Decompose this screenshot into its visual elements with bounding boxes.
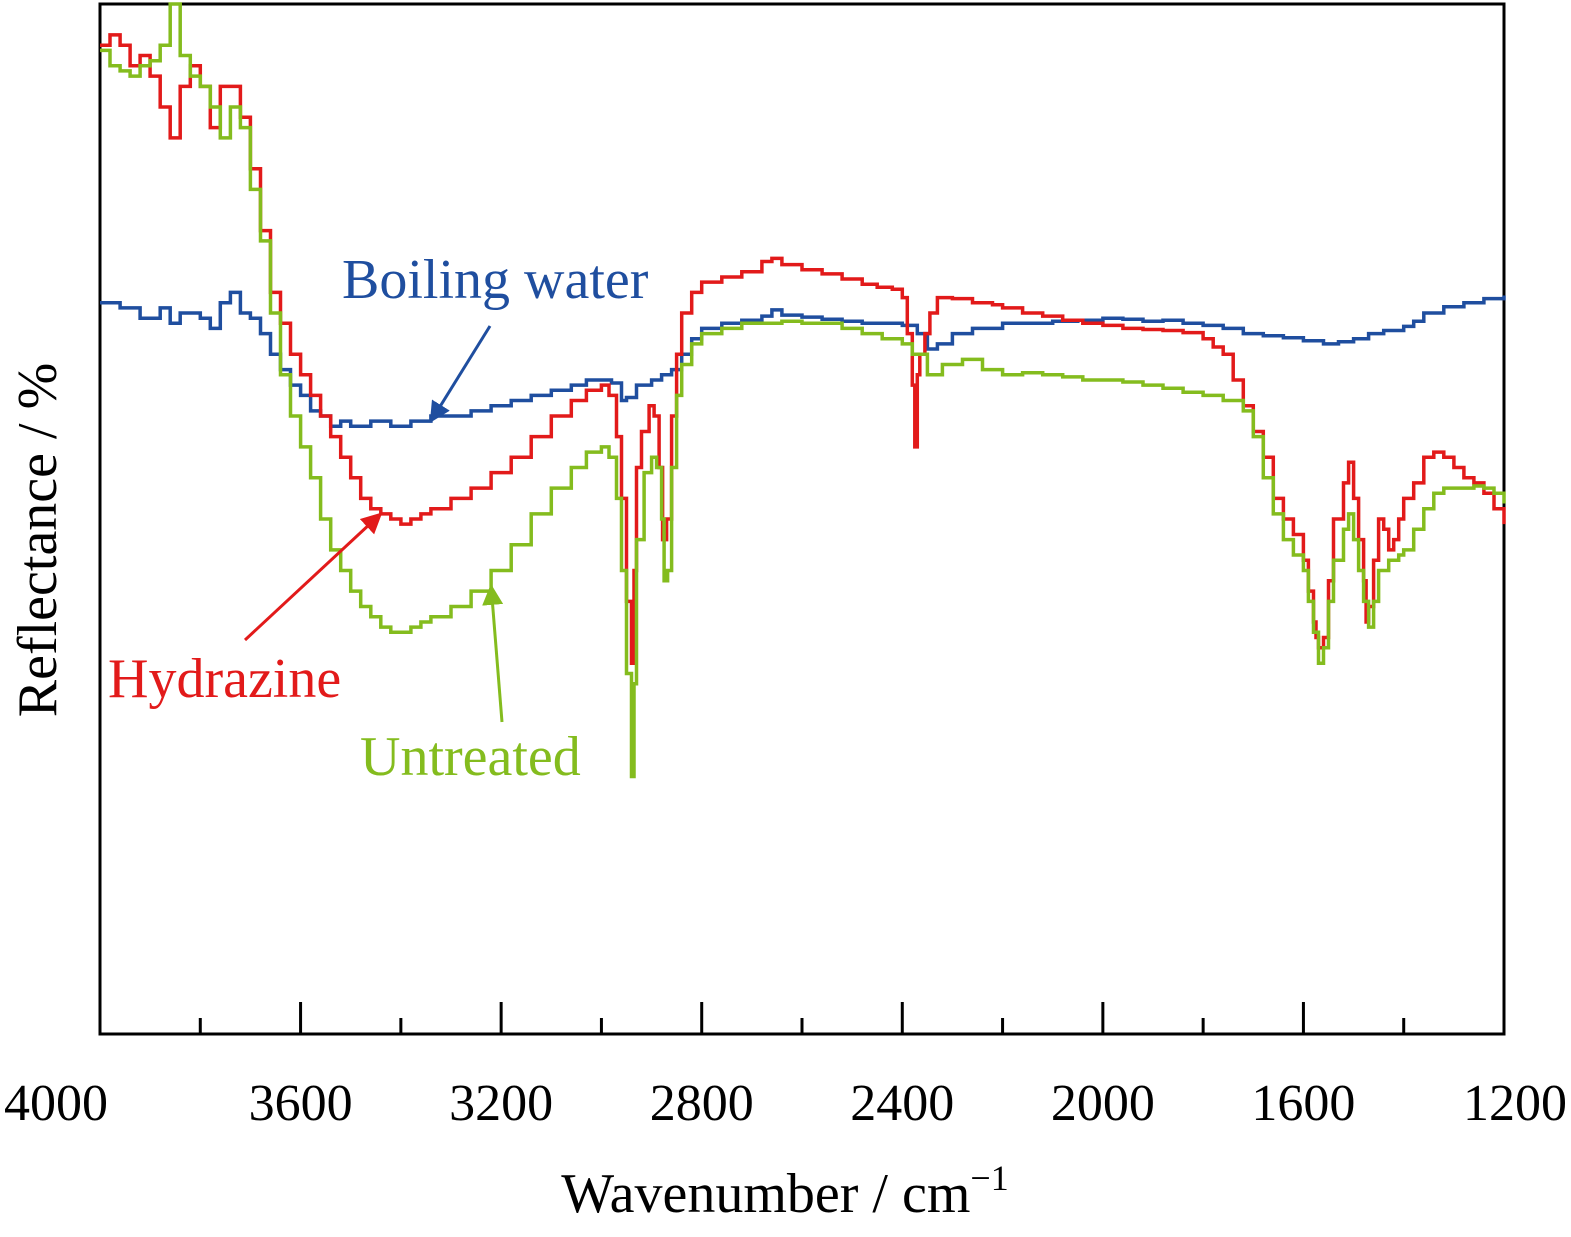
label-untreated: Untreated <box>360 726 581 788</box>
x-tick-label-1200: 1200 <box>1463 1075 1567 1132</box>
x-axis-title-superscript: −1 <box>970 1158 1008 1198</box>
x-axis-tick-labels: 4000 3600 3200 2800 2400 2000 1600 1200 <box>4 1075 1567 1132</box>
x-axis-ticks <box>98 1002 1506 1034</box>
x-tick-label-4000: 4000 <box>4 1075 108 1132</box>
x-tick-label-1600: 1600 <box>1251 1075 1355 1132</box>
label-hydrazine: Hydrazine <box>108 648 341 710</box>
series-line-boiling-water <box>100 290 1506 429</box>
x-tick-label-3600: 3600 <box>249 1075 353 1132</box>
series-line-untreated <box>100 2 1506 779</box>
x-axis-title: Wavenumber / cm−1 <box>561 1158 1008 1225</box>
x-tick-label-3200: 3200 <box>449 1075 553 1132</box>
series-line-hydrazine <box>100 33 1506 665</box>
label-boiling-water: Boiling water <box>342 249 649 311</box>
annotation-arrow-untreated <box>482 583 504 723</box>
annotation-arrow-boiling-water <box>429 325 492 423</box>
x-axis-title-text: Wavenumber / cm <box>561 1163 970 1225</box>
x-tick-label-2800: 2800 <box>650 1075 754 1132</box>
x-tick-label-2000: 2000 <box>1051 1075 1155 1132</box>
y-axis-title: Reflectance / % <box>7 363 69 717</box>
series-layer <box>100 2 1506 779</box>
x-tick-label-2400: 2400 <box>850 1075 954 1132</box>
annotation-arrow-hydrazine <box>243 512 383 642</box>
annotation-arrows <box>243 325 504 723</box>
